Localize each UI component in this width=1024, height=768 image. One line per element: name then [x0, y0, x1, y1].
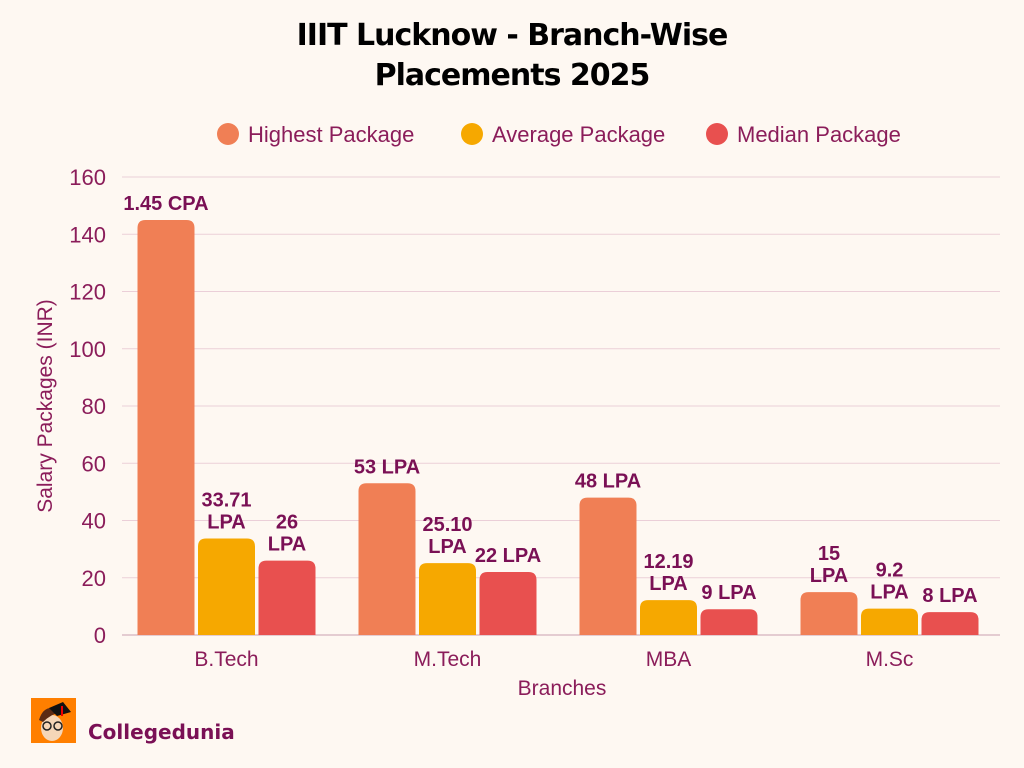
- bar-highest-package: [800, 592, 858, 635]
- legend-marker: [217, 123, 239, 145]
- data-label: 1.45 CPA: [123, 193, 208, 215]
- data-label: 15 LPA: [810, 543, 849, 587]
- data-label: 25.10 LPA: [422, 514, 472, 558]
- bar-median-package: [258, 560, 316, 635]
- title-line-2: Placements 2025: [374, 58, 651, 93]
- bar-median-package: [921, 612, 979, 635]
- legend-marker: [461, 123, 483, 145]
- y-tick-label: 60: [82, 451, 106, 476]
- y-tick-label: 140: [69, 222, 106, 247]
- legend-label: Average Package: [492, 122, 665, 147]
- y-tick-label: 100: [69, 337, 106, 362]
- bar-highest-package: [137, 219, 195, 635]
- bar-average-package: [640, 600, 697, 635]
- bar-highest-package: [358, 483, 416, 635]
- chart-title: IIIT Lucknow - Branch-Wise Placements 20…: [0, 16, 1024, 96]
- data-label: 26 LPA: [268, 512, 307, 556]
- data-label: 48 LPA: [575, 471, 641, 493]
- y-tick-label: 20: [82, 566, 106, 591]
- data-label: 53 LPA: [354, 456, 420, 478]
- data-label: 12.19 LPA: [643, 551, 693, 595]
- data-label: 33.71 LPA: [201, 490, 251, 534]
- bar-average-package: [198, 538, 255, 635]
- x-tick-label: M.Sc: [866, 648, 914, 671]
- legend-label: Median Package: [737, 122, 901, 147]
- y-tick-label: 120: [69, 280, 106, 305]
- title-line-1: IIIT Lucknow - Branch-Wise: [296, 18, 729, 53]
- brand-name: Collegedunia: [88, 720, 235, 744]
- bar-median-package: [700, 609, 758, 635]
- y-tick-label: 160: [69, 165, 106, 190]
- legend-label: Highest Package: [248, 122, 414, 147]
- y-tick-label: 0: [94, 623, 106, 648]
- y-tick-label: 40: [82, 509, 106, 534]
- bar-average-package: [861, 608, 918, 635]
- data-label: 22 LPA: [475, 545, 541, 567]
- data-label: 9 LPA: [701, 582, 756, 604]
- collegedunia-logo: [31, 698, 76, 743]
- bar-highest-package: [579, 497, 637, 635]
- y-tick-label: 80: [82, 394, 106, 419]
- bar-average-package: [419, 563, 476, 635]
- x-tick-label: MBA: [646, 648, 692, 671]
- x-tick-label: B.Tech: [194, 648, 258, 671]
- data-label: 9.2 LPA: [870, 560, 909, 604]
- bar-median-package: [479, 572, 537, 635]
- legend-marker: [706, 123, 728, 145]
- x-tick-label: M.Tech: [414, 648, 482, 671]
- y-axis-label: Salary Packages (INR): [34, 299, 57, 513]
- x-axis-label: Branches: [518, 677, 607, 700]
- data-label: 8 LPA: [922, 585, 977, 607]
